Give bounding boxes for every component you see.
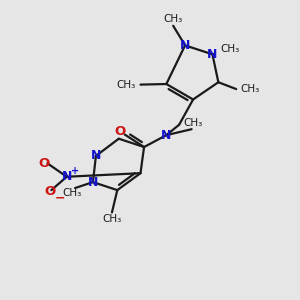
Text: +: + xyxy=(71,166,79,176)
Text: N: N xyxy=(91,149,101,162)
Text: CH₃: CH₃ xyxy=(117,80,136,90)
Text: CH₃: CH₃ xyxy=(102,214,122,224)
Text: CH₃: CH₃ xyxy=(241,84,260,94)
Text: N: N xyxy=(207,48,218,61)
Text: N: N xyxy=(161,129,172,142)
Text: CH₃: CH₃ xyxy=(62,188,82,198)
Text: N: N xyxy=(180,39,190,52)
Text: N: N xyxy=(88,176,98,189)
Text: O: O xyxy=(39,157,50,170)
Text: O: O xyxy=(115,125,126,138)
Text: CH₃: CH₃ xyxy=(164,14,183,24)
Text: O: O xyxy=(44,185,56,198)
Text: N: N xyxy=(61,170,72,183)
Text: −: − xyxy=(55,192,65,205)
Text: CH₃: CH₃ xyxy=(184,118,203,128)
Text: CH₃: CH₃ xyxy=(221,44,240,54)
